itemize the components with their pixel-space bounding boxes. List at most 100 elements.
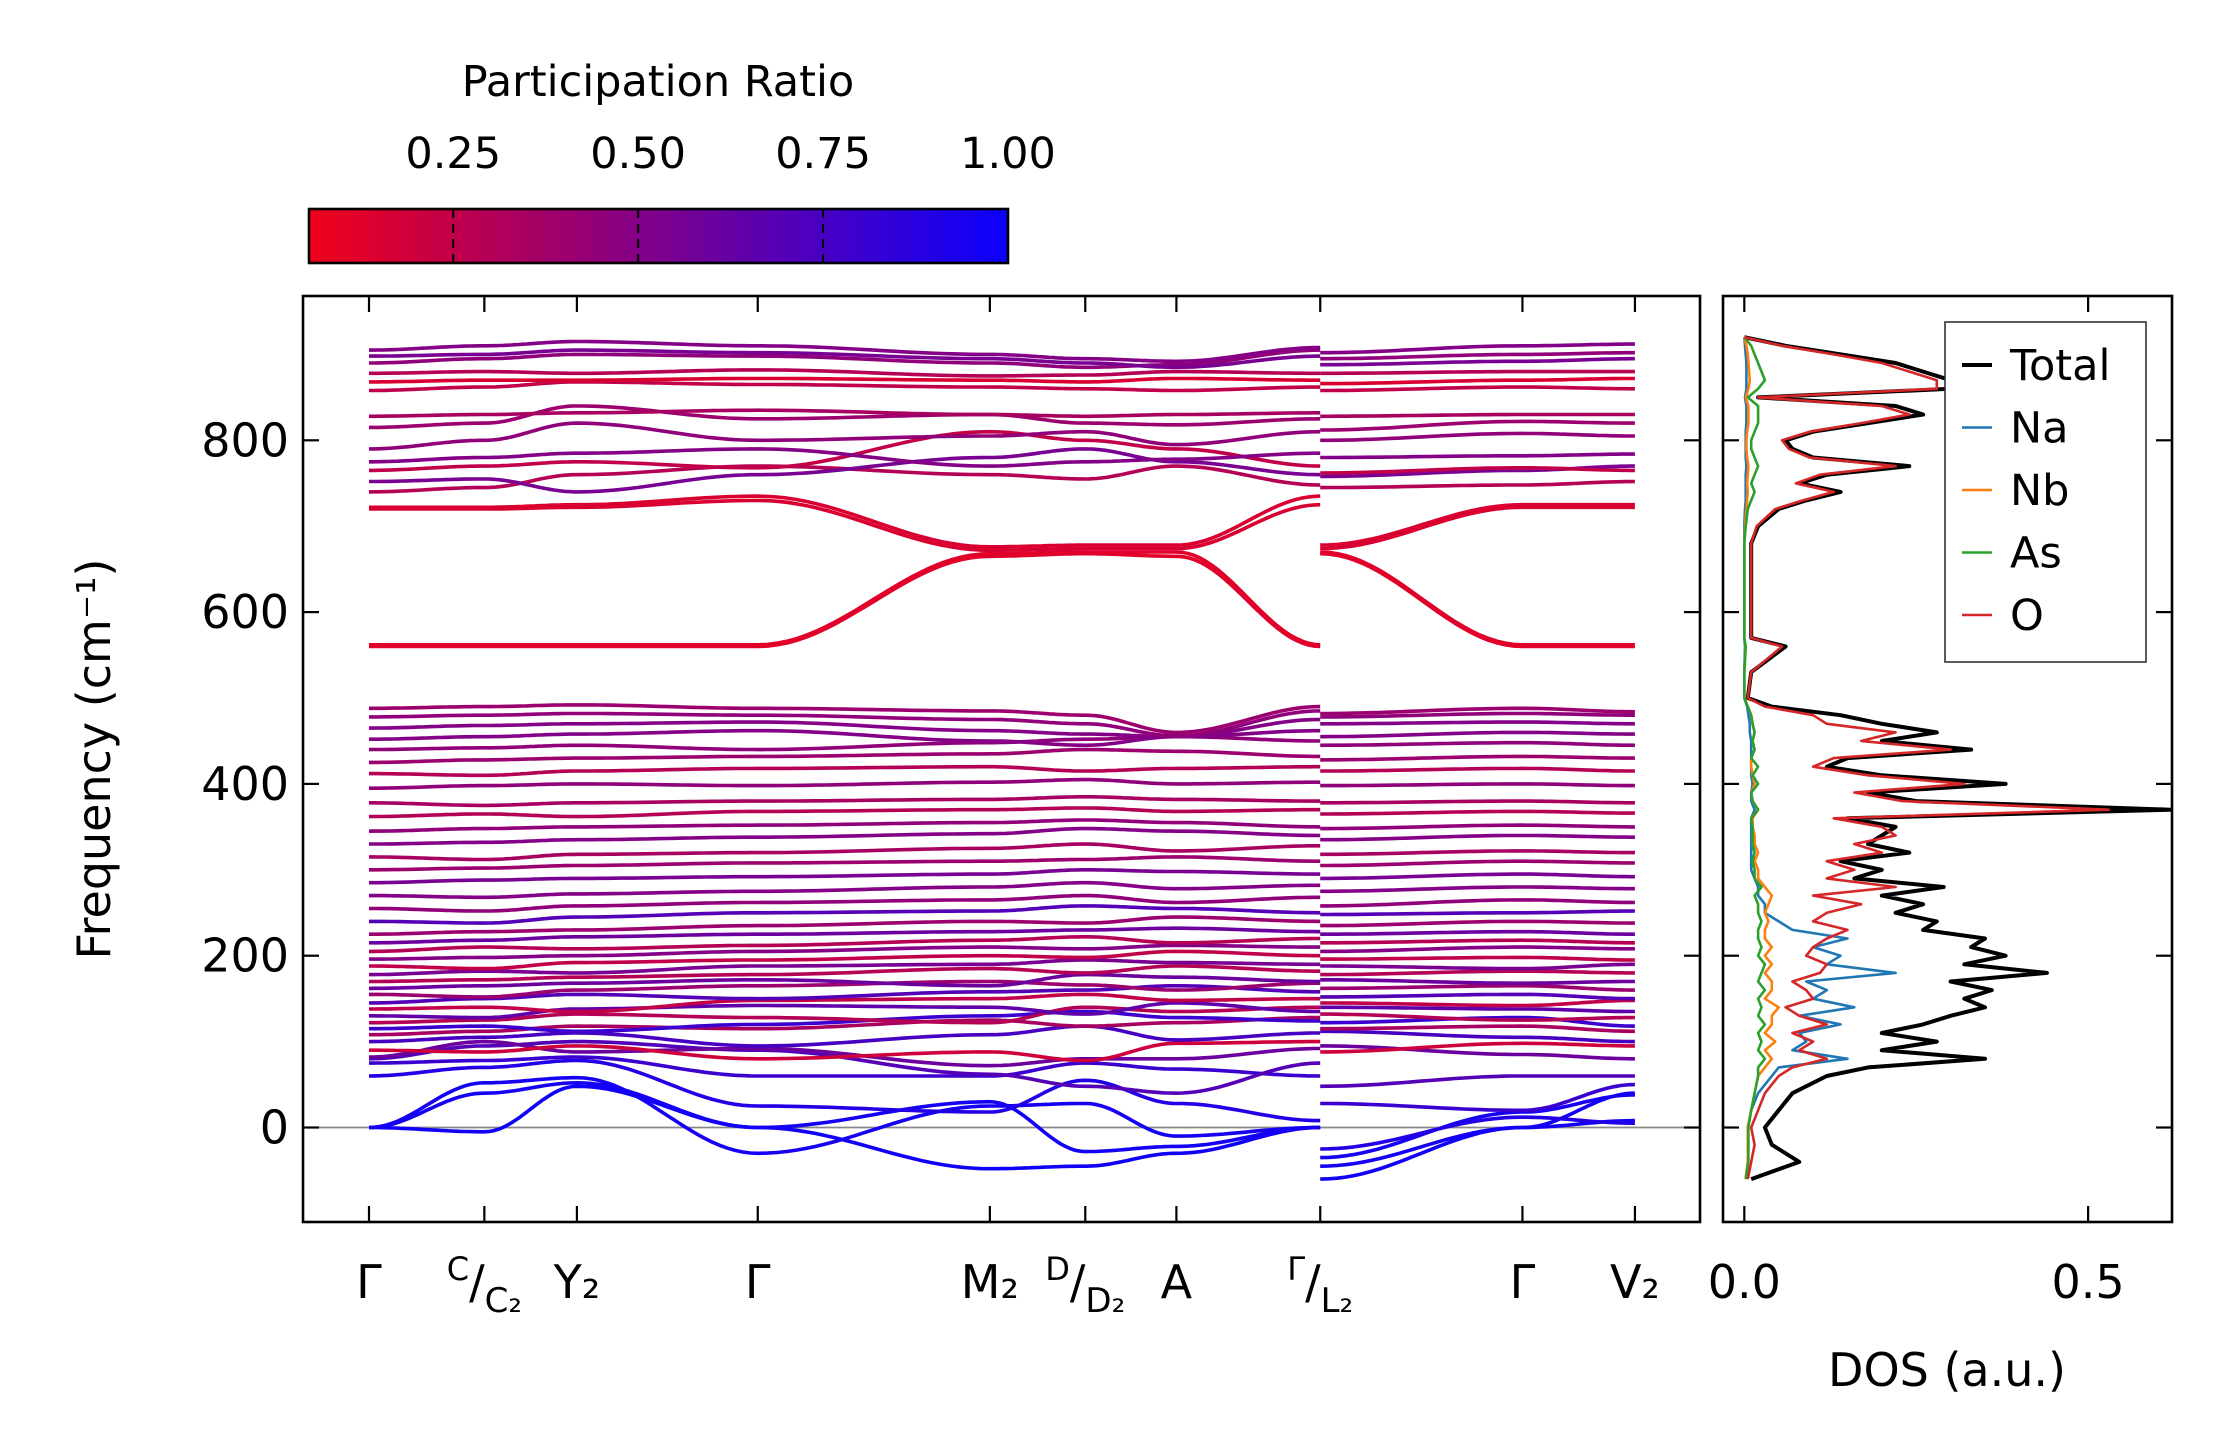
phonon-band bbox=[369, 934, 1321, 954]
phonon-band bbox=[1320, 1005, 1635, 1014]
phonon-band bbox=[1320, 385, 1635, 393]
phonon-band bbox=[369, 447, 1321, 468]
phonon-band bbox=[369, 368, 1321, 378]
y-tick-labels: 0 200 400 600 800 bbox=[201, 413, 289, 1154]
phonon-band bbox=[369, 964, 1321, 984]
phonon-band bbox=[369, 376, 1321, 384]
phonon-band bbox=[1320, 1074, 1635, 1089]
phonon-band bbox=[369, 551, 1321, 649]
legend: Total Na Nb As O bbox=[1944, 321, 2147, 663]
k-point-label: V₂ bbox=[1610, 1255, 1660, 1309]
phonon-band bbox=[1320, 962, 1635, 971]
phonon-band bbox=[369, 842, 1321, 862]
phonon-band bbox=[1320, 998, 1635, 1008]
phonon-band bbox=[369, 1015, 1321, 1037]
phonon-band bbox=[368, 1075, 1321, 1156]
k-point-label: Γ/L₂ bbox=[1287, 1250, 1353, 1321]
legend-item: As bbox=[1962, 529, 2062, 579]
phonon-band bbox=[369, 429, 1321, 473]
phonon-band bbox=[369, 992, 1321, 1014]
phonon-band bbox=[369, 880, 1321, 900]
k-point-label: Γ bbox=[745, 1255, 771, 1309]
dos-plot-ticks bbox=[1723, 296, 2172, 1222]
phonon-band bbox=[369, 404, 1321, 430]
band-plot-ticks bbox=[303, 296, 1700, 1222]
phonon-band bbox=[369, 709, 1321, 738]
phonon-band bbox=[1320, 859, 1635, 868]
phonon-band bbox=[1320, 1015, 1635, 1028]
phonon-band bbox=[1320, 465, 1635, 475]
phonon-band bbox=[369, 777, 1321, 791]
phonon-band bbox=[1320, 938, 1635, 945]
band-plot-frame bbox=[301, 294, 1702, 1224]
k-point-label: Γ bbox=[356, 1255, 382, 1309]
phonon-band bbox=[369, 1005, 1321, 1025]
phonon-band bbox=[369, 943, 1321, 961]
legend-label: Total bbox=[2009, 341, 2110, 391]
phonon-band bbox=[1320, 1012, 1635, 1022]
phonon-band bbox=[1320, 766, 1635, 773]
y-tick-label: 0 bbox=[260, 1101, 289, 1155]
phonon-band bbox=[1320, 1029, 1635, 1044]
phonon-band bbox=[1320, 551, 1635, 649]
phonon-band bbox=[369, 826, 1321, 846]
dos-plot: 0.0 0.5 DOS (a.u.) Total Na Nb As O bbox=[1708, 294, 2174, 1397]
phonon-band bbox=[1320, 720, 1635, 726]
legend-label: Nb bbox=[2010, 466, 2069, 516]
phonon-band bbox=[1320, 945, 1635, 954]
legend-item: O bbox=[1962, 591, 2044, 641]
k-point-label: Y₂ bbox=[553, 1255, 601, 1309]
colorbar: Participation Ratio 0.25 0.50 0.75 1.00 bbox=[307, 57, 1056, 265]
phonon-band bbox=[1320, 992, 1635, 1001]
phonon-band bbox=[1320, 909, 1635, 917]
phonon-band bbox=[1320, 1041, 1635, 1054]
phonon-band bbox=[1320, 969, 1635, 977]
phonon-band bbox=[369, 421, 1321, 451]
phonon-band bbox=[369, 494, 1321, 549]
colorbar-label: Participation Ratio bbox=[462, 57, 855, 107]
phonon-band bbox=[369, 893, 1321, 913]
colorbar-tick-label: 0.50 bbox=[590, 129, 686, 179]
legend-item: Nb bbox=[1962, 466, 2069, 516]
k-label-sub: L₂ bbox=[1321, 1281, 1354, 1321]
phonon-band bbox=[368, 734, 1321, 752]
phonon-band bbox=[1320, 898, 1635, 908]
k-point-label: M₂ bbox=[961, 1255, 1019, 1309]
phonon-band bbox=[1320, 754, 1635, 762]
phonon-band bbox=[1320, 342, 1635, 355]
y-tick-label: 600 bbox=[201, 585, 289, 639]
phonon-band bbox=[1320, 885, 1635, 894]
phonon-band bbox=[1320, 479, 1635, 490]
k-label-slash: / bbox=[1305, 1255, 1321, 1309]
phonon-band bbox=[369, 1024, 1321, 1048]
phonon-band bbox=[1320, 929, 1635, 937]
phonon-band bbox=[369, 764, 1321, 778]
colorbar-gradient bbox=[307, 207, 1010, 265]
phonon-band bbox=[369, 348, 1321, 370]
y-tick-label: 400 bbox=[201, 757, 289, 811]
band-lines bbox=[303, 339, 1700, 1181]
dos-line-as bbox=[1743, 336, 1767, 1180]
colorbar-tick-label: 0.25 bbox=[405, 129, 501, 179]
legend-label: As bbox=[2010, 529, 2062, 579]
phonon-band bbox=[368, 983, 1321, 1005]
phonon-band bbox=[369, 867, 1321, 885]
phonon-band bbox=[369, 949, 1321, 971]
legend-item: Total bbox=[1962, 341, 2110, 391]
phonon-band bbox=[1320, 782, 1635, 788]
phonon-band bbox=[1320, 919, 1635, 928]
phonon-band bbox=[1320, 706, 1635, 716]
phonon-band bbox=[369, 380, 1321, 393]
phonon-band bbox=[368, 464, 1321, 494]
phonon-band bbox=[368, 1058, 1321, 1123]
k-label-sup: D bbox=[1045, 1250, 1070, 1288]
phonon-band bbox=[1320, 431, 1635, 443]
phonon-band bbox=[369, 1039, 1321, 1063]
phonon-band bbox=[1320, 356, 1635, 367]
phonon-band bbox=[368, 818, 1321, 833]
phonon-band bbox=[1320, 1082, 1635, 1113]
phonon-band bbox=[1320, 872, 1635, 881]
phonon-band bbox=[1320, 505, 1635, 551]
phonon-band bbox=[368, 806, 1321, 819]
